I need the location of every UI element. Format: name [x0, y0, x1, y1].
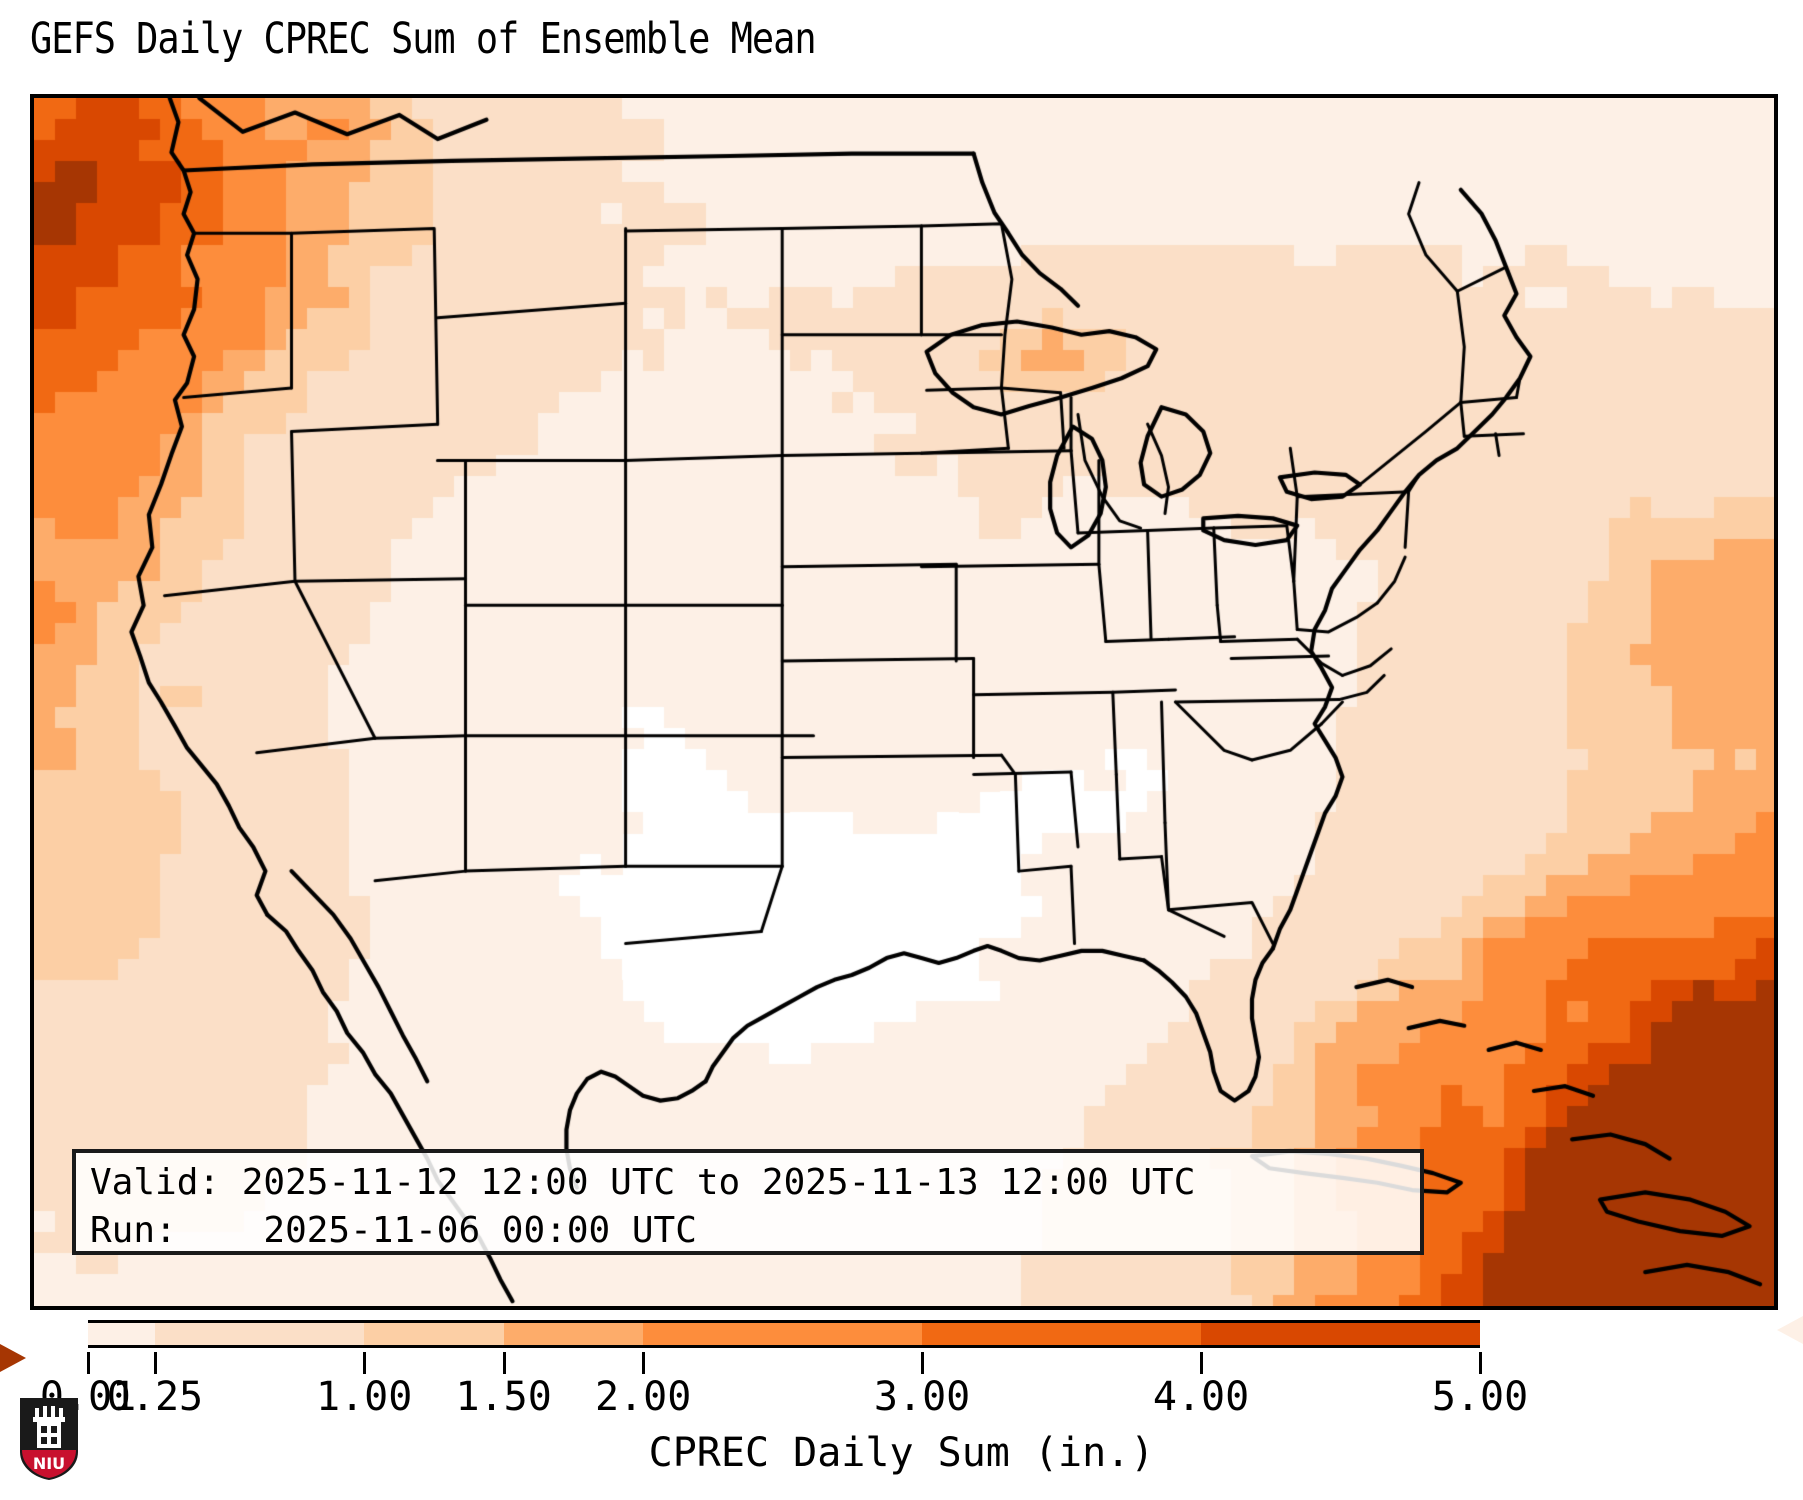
colorbar-tick-label-2: 1.00 — [315, 1374, 413, 1420]
colorbar-tick-7 — [1479, 1352, 1482, 1374]
colorbar-band-4 — [643, 1323, 923, 1345]
colorbar-band-5 — [922, 1323, 1201, 1345]
map-boundaries-overlay — [34, 98, 1774, 1306]
colorbar-tick-label-5: 3.00 — [873, 1374, 971, 1420]
niu-logo: NIU — [20, 1398, 78, 1480]
precipitation-map: Valid: 2025-11-12 12:00 UTC to 2025-11-1… — [30, 94, 1778, 1310]
colorbar-tick-label-1: 0.25 — [106, 1374, 204, 1420]
colorbar-tick-label-6: 4.00 — [1152, 1374, 1250, 1420]
colorbar-tick-2 — [363, 1352, 367, 1374]
forecast-info-box: Valid: 2025-11-12 12:00 UTC to 2025-11-1… — [72, 1149, 1424, 1255]
colorbar-over-arrow — [0, 1344, 1803, 1372]
run-time-text: Run: 2025-11-06 00:00 UTC — [90, 1210, 697, 1251]
valid-time-text: Valid: 2025-11-12 12:00 UTC to 2025-11-1… — [90, 1162, 1196, 1203]
colorbar-tick-3 — [502, 1352, 506, 1374]
colorbar-tick-1 — [153, 1352, 157, 1374]
niu-logo-text: NIU — [33, 1454, 65, 1473]
colorbar-tick-4 — [642, 1352, 646, 1374]
colorbar-bands — [88, 1320, 1480, 1348]
colorbar — [0, 1316, 1803, 1372]
colorbar-band-2 — [364, 1323, 504, 1345]
colorbar-tick-0 — [87, 1352, 90, 1374]
colorbar-tick-label-7: 5.00 — [1431, 1374, 1529, 1420]
colorbar-band-1 — [154, 1323, 365, 1345]
colorbar-axis-label: CPREC Daily Sum (in.) — [648, 1430, 1155, 1476]
colorbar-under-arrow — [0, 1316, 1803, 1344]
colorbar-band-6 — [1200, 1323, 1480, 1345]
colorbar-tick-6 — [1200, 1352, 1204, 1374]
colorbar-tick-label-4: 2.00 — [594, 1374, 692, 1420]
colorbar-band-0 — [88, 1323, 155, 1345]
colorbar-band-3 — [503, 1323, 644, 1345]
colorbar-tick-5 — [921, 1352, 925, 1374]
page-title: GEFS Daily CPREC Sum of Ensemble Mean — [30, 14, 817, 64]
colorbar-tick-label-3: 1.50 — [455, 1374, 552, 1420]
